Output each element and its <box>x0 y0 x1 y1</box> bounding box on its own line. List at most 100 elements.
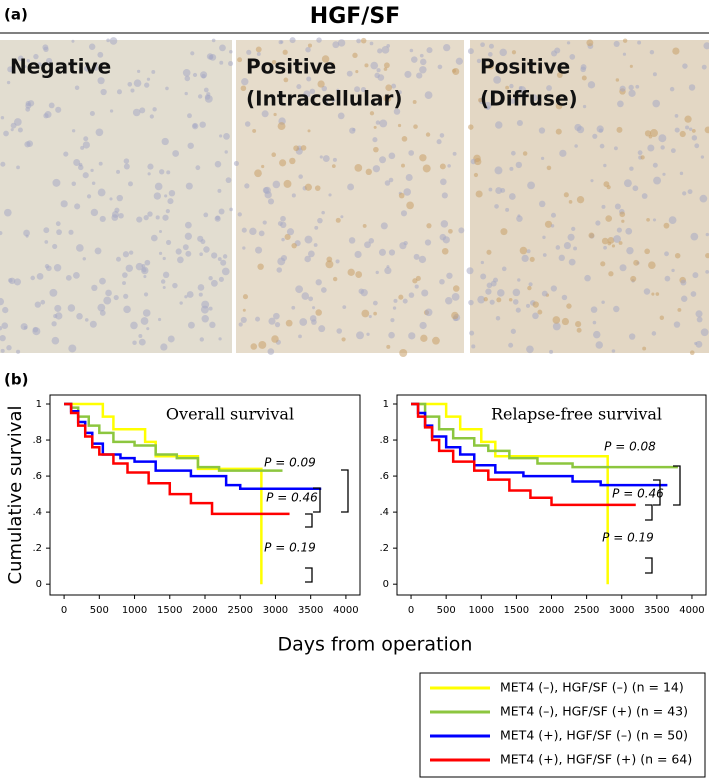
cell <box>561 317 570 326</box>
cell <box>600 261 606 267</box>
cell <box>6 80 11 85</box>
cell <box>141 263 146 268</box>
cell <box>613 305 620 313</box>
legend-label: MET4 (–), HGF/SF (+) (n = 43) <box>500 704 688 719</box>
cell <box>691 135 698 141</box>
cell <box>123 163 130 170</box>
cell <box>652 162 658 168</box>
cell <box>97 188 106 197</box>
cell <box>0 325 3 331</box>
cell <box>317 80 325 88</box>
cell <box>411 56 418 63</box>
cell <box>377 48 383 54</box>
cell <box>555 245 561 250</box>
cell <box>255 46 262 53</box>
cell <box>489 299 495 305</box>
cell <box>98 161 103 166</box>
cell <box>0 348 5 353</box>
cell <box>84 318 89 322</box>
cell <box>99 310 106 316</box>
cell <box>204 94 211 100</box>
cell <box>197 284 205 291</box>
cell <box>280 40 284 44</box>
cell <box>55 312 63 320</box>
cell <box>249 227 257 236</box>
cell <box>132 108 141 117</box>
cell <box>186 291 194 298</box>
cell <box>487 52 493 57</box>
cell <box>300 145 307 151</box>
cell <box>448 228 453 234</box>
cell <box>703 42 709 50</box>
cell <box>151 70 156 74</box>
cell <box>386 43 391 48</box>
cell <box>307 250 315 258</box>
cell <box>373 311 377 316</box>
cell <box>605 215 613 222</box>
cell <box>43 113 49 119</box>
cell <box>422 164 431 173</box>
cell <box>246 49 252 55</box>
cell <box>436 139 442 145</box>
cell <box>217 257 222 261</box>
cell <box>649 49 655 55</box>
cell <box>109 109 114 113</box>
cell <box>304 183 312 191</box>
cell <box>402 298 408 304</box>
cell <box>277 122 286 131</box>
cell <box>65 274 72 281</box>
cell <box>52 243 58 250</box>
cell <box>0 161 6 167</box>
cell <box>318 325 326 333</box>
cell <box>360 37 367 44</box>
cell <box>527 285 532 291</box>
cell <box>537 309 543 315</box>
cell <box>208 306 213 311</box>
cell <box>452 151 457 156</box>
cell <box>527 181 535 190</box>
cell <box>563 192 569 198</box>
x-tick-label: 0 <box>61 605 67 616</box>
cell <box>97 77 105 85</box>
cell <box>439 133 445 138</box>
cell <box>32 327 41 336</box>
cell <box>33 53 39 60</box>
cell <box>321 55 330 63</box>
cell <box>6 345 12 351</box>
cell <box>321 287 327 293</box>
cell <box>495 121 503 129</box>
cell <box>485 288 492 295</box>
cell <box>105 289 112 297</box>
cell <box>607 241 612 246</box>
cell <box>214 215 221 222</box>
cell <box>384 180 391 186</box>
cell <box>385 84 393 92</box>
cell <box>144 82 150 88</box>
cell <box>556 72 563 78</box>
cell <box>530 94 538 102</box>
cell <box>409 48 414 53</box>
cell <box>321 210 325 215</box>
cell <box>252 128 257 133</box>
cell <box>123 305 131 314</box>
cell <box>146 77 151 81</box>
cell <box>628 84 634 91</box>
cell <box>495 316 501 321</box>
cell <box>555 102 563 110</box>
cell <box>497 289 505 297</box>
cell <box>122 251 130 258</box>
cell <box>511 50 517 55</box>
cell <box>53 264 62 272</box>
cell <box>633 259 640 266</box>
x-tick-label: 2000 <box>539 605 564 616</box>
cell <box>219 44 226 52</box>
cell <box>63 151 69 157</box>
cell <box>644 130 652 137</box>
cell <box>187 113 192 119</box>
cell <box>662 172 666 176</box>
cell <box>663 222 670 229</box>
cell <box>30 275 36 281</box>
cell <box>242 294 249 300</box>
cell <box>646 217 650 222</box>
cell <box>525 303 531 308</box>
